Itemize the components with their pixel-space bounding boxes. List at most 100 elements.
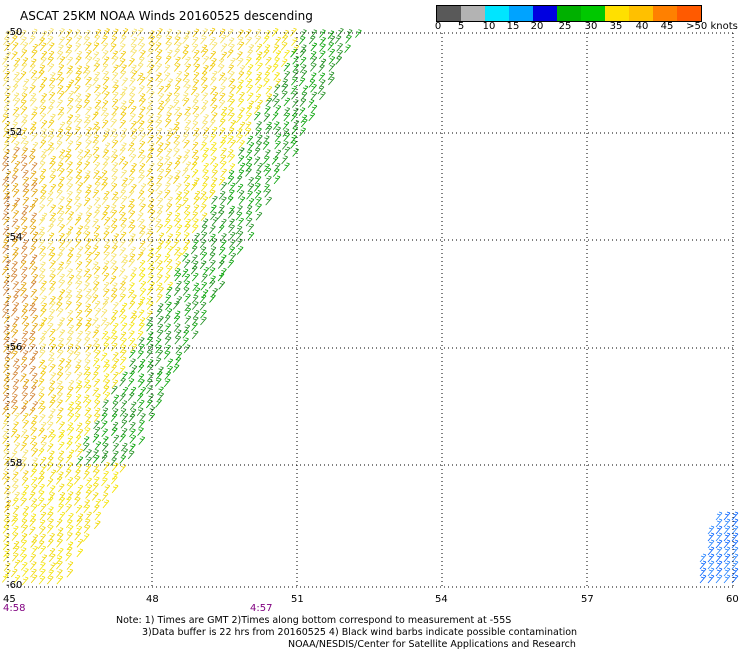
wind-barb — [94, 237, 101, 247]
wind-barb — [175, 351, 183, 361]
wind-barb — [731, 539, 739, 549]
wind-barb — [48, 252, 56, 262]
wind-barb — [11, 134, 18, 143]
wind-barb — [20, 231, 28, 241]
wind-barb — [92, 476, 100, 486]
wind-barb — [84, 119, 91, 129]
wind-barb — [2, 450, 10, 459]
wind-barb — [46, 478, 54, 487]
wind-barb — [145, 378, 153, 388]
wind-barb — [20, 356, 28, 366]
wind-barb — [92, 434, 100, 443]
wind-barb — [228, 154, 235, 163]
wind-barb — [138, 163, 146, 172]
wind-barb — [247, 231, 255, 241]
wind-barb — [111, 309, 119, 319]
wind-barb — [65, 132, 73, 142]
wind-barb — [164, 83, 171, 93]
wind-barb — [130, 163, 137, 172]
wind-barb — [174, 335, 182, 345]
wind-barb — [254, 175, 262, 185]
wind-barb — [227, 37, 235, 46]
wind-barb — [74, 253, 82, 263]
wind-barb — [67, 324, 74, 334]
wind-barb — [723, 511, 731, 521]
wind-barb — [92, 357, 100, 367]
wind-barb — [137, 364, 145, 373]
wind-barb — [112, 196, 119, 206]
wind-barb — [119, 408, 127, 417]
wind-barb — [56, 296, 63, 305]
colorbar-segment — [677, 6, 701, 21]
wind-barb — [235, 175, 243, 185]
wind-barb — [146, 336, 153, 346]
wind-barb — [209, 246, 217, 255]
wind-barb — [146, 310, 153, 320]
wind-barb — [345, 34, 352, 44]
wind-barb — [164, 323, 171, 333]
wind-barb — [183, 259, 191, 268]
wind-barb — [146, 385, 153, 395]
wind-barb — [699, 553, 707, 563]
wind-barb — [138, 106, 146, 115]
wind-barb — [336, 49, 343, 59]
wind-barb — [163, 72, 171, 81]
wind-barb — [181, 92, 189, 102]
wind-barb — [38, 575, 46, 585]
wind-barb — [29, 518, 36, 527]
wind-barb — [128, 176, 135, 186]
wind-barb — [56, 569, 63, 578]
wind-barb — [46, 456, 54, 465]
wind-barb — [271, 92, 279, 102]
wind-barb — [31, 231, 39, 241]
wind-barb — [57, 433, 65, 443]
wind-barb — [227, 175, 235, 185]
wind-barb — [102, 272, 110, 282]
wind-barb — [83, 518, 91, 528]
wind-barb — [48, 301, 56, 310]
wind-barb — [39, 113, 47, 122]
wind-barb — [184, 119, 192, 129]
wind-barb — [101, 265, 109, 275]
wind-barb — [262, 49, 270, 58]
wind-barb — [76, 330, 84, 340]
wind-barb — [247, 223, 255, 233]
wind-barb — [11, 35, 18, 44]
wind-barb — [55, 555, 63, 565]
wind-barb — [235, 211, 243, 221]
wind-barb — [37, 70, 45, 79]
wind-barb — [193, 133, 200, 142]
wind-barb — [147, 134, 154, 144]
wind-barb — [263, 155, 270, 165]
wind-barb — [174, 329, 182, 338]
wind-barb — [101, 477, 108, 487]
wind-barb — [40, 56, 47, 66]
colorbar-label: 10 — [482, 21, 496, 32]
wind-barb — [20, 135, 28, 145]
wind-barb — [165, 41, 173, 51]
wind-barb — [38, 483, 45, 493]
wind-barb — [48, 92, 56, 101]
wind-barb — [164, 141, 171, 151]
wind-barb — [145, 296, 153, 305]
wind-barb — [218, 204, 225, 214]
wind-barb — [138, 317, 146, 326]
wind-barb — [130, 310, 137, 319]
wind-barb — [202, 56, 210, 65]
wind-barb — [111, 191, 119, 201]
wind-barb — [164, 371, 172, 380]
wind-barb — [38, 268, 46, 277]
wind-barb — [273, 98, 280, 108]
wind-barb — [38, 175, 46, 185]
wind-barb — [94, 520, 101, 530]
colorbar-segment — [509, 6, 533, 21]
wind-barb — [46, 575, 54, 585]
wind-barb — [201, 218, 209, 228]
wind-barb — [237, 98, 245, 108]
wind-barb — [181, 246, 189, 256]
wind-barb — [190, 265, 198, 275]
wind-barb — [84, 384, 92, 394]
wind-barb — [265, 175, 272, 185]
wind-barb — [20, 266, 28, 276]
wind-barb — [227, 209, 235, 219]
